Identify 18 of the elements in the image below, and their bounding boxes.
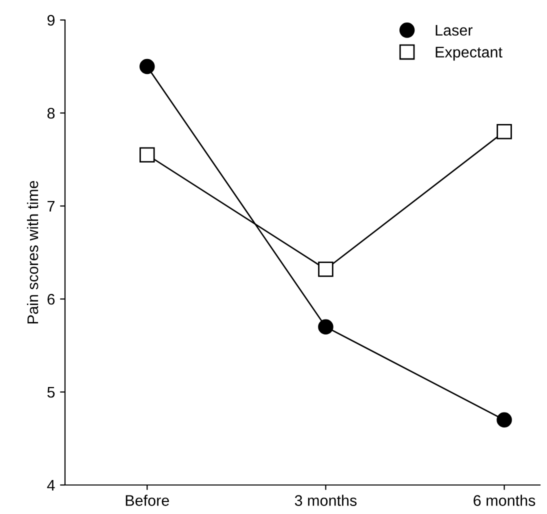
point: [496, 124, 512, 140]
y-tick-label: 4: [47, 480, 55, 491]
point: [140, 147, 155, 162]
y-tick-label: 5: [47, 387, 55, 398]
y-tick-label: 6: [48, 294, 55, 305]
y-axis-title: Pain scores with time: [26, 181, 38, 324]
legend-label: Expectant: [436, 46, 502, 61]
point: [140, 58, 155, 74]
point: [318, 262, 334, 277]
x-tick-label: 3 months: [294, 494, 357, 506]
x-tick-label: Before: [126, 494, 169, 506]
point: [496, 412, 512, 428]
y-tick-label: 9: [48, 14, 55, 26]
y-tick-label: 8: [47, 108, 55, 119]
point: [318, 319, 334, 335]
x-tick-label: 6 months: [474, 494, 536, 506]
legend-label: Laser: [436, 25, 473, 36]
y-tick-label: 7: [48, 201, 55, 212]
